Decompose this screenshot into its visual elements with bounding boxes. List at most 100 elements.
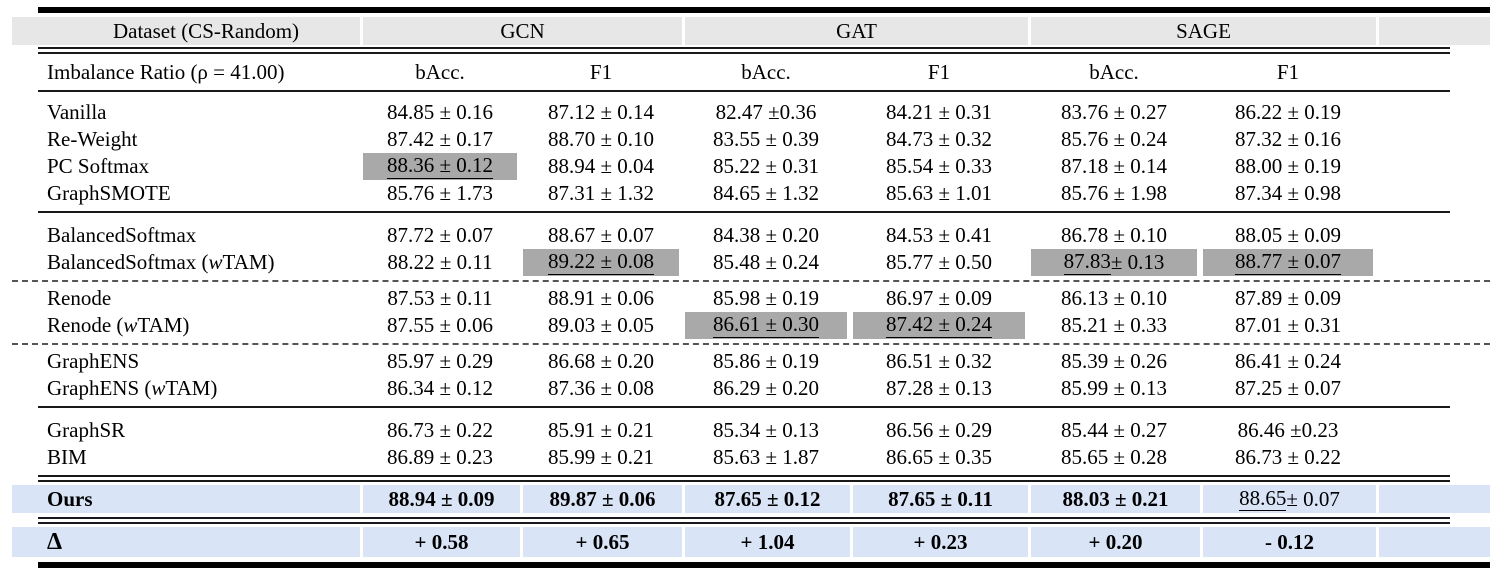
value-cell: 89.22 ± 0.08 <box>520 249 682 276</box>
method-label: BalancedSoftmax <box>47 223 197 247</box>
dataset-header-cell: Dataset (CS-Random) <box>112 18 300 43</box>
row-trailing-cell <box>1376 375 1490 402</box>
method-label: GraphENS (w TAM) <box>12 375 360 402</box>
underlined-value: 88.65 <box>1239 485 1287 512</box>
value-cell: 88.65 ± 0.07 <box>1200 485 1376 513</box>
value-cell: 85.44 ± 0.27 <box>1060 418 1168 442</box>
value-cell: 87.72 ± 0.07 <box>386 223 494 247</box>
value-cell: 85.77 ± 0.50 <box>885 250 993 274</box>
value-cell: 85.98 ± 0.19 <box>712 286 820 310</box>
value-cell: 85.48 ± 0.24 <box>712 250 820 274</box>
row-trailing-cell <box>1376 348 1490 375</box>
value-cell: 88.70 ± 0.10 <box>547 127 655 151</box>
method-label: GraphSR <box>47 418 126 442</box>
value-cell: 85.76 ± 1.98 <box>1060 181 1168 205</box>
method-label: Ours <box>47 486 93 511</box>
value-cell: 85.91 ± 0.21 <box>547 418 655 442</box>
value-cell: 89.87 ± 0.06 <box>520 485 682 513</box>
value-cell: 83.76 ± 0.27 <box>1060 100 1168 124</box>
double-rule <box>38 475 1450 482</box>
dashed-rule <box>12 280 1490 282</box>
row-trailing-cell <box>1376 249 1490 276</box>
value-cell: 87.36 ± 0.08 <box>547 376 655 400</box>
method-row: BIM 86.89 ± 0.23 85.99 ± 0.21 85.63 ± 1.87 8… <box>12 444 1490 471</box>
value-cell: 88.77 ± 0.07 <box>1200 249 1376 276</box>
row-trailing-cell <box>1376 527 1490 557</box>
value-cell: 88.22 ± 0.11 <box>387 250 493 274</box>
value-cell: 88.94 ± 0.04 <box>547 154 655 178</box>
value-cell: 86.89 ± 0.23 <box>386 445 494 469</box>
metric-header: F1 <box>1276 59 1300 84</box>
value-cell: 84.85 ± 0.16 <box>386 100 494 124</box>
value-cell: 85.65 ± 0.28 <box>1060 445 1168 469</box>
results-table: Dataset (CS-Random) GCN GAT SAGE Imbalan… <box>12 17 1490 568</box>
method-label-text: TAM) <box>137 313 190 337</box>
method-row: Vanilla 84.85 ± 0.16 87.12 ± 0.14 82.47 ±0.… <box>12 99 1490 126</box>
value-cell: 88.03 ± 0.21 <box>1028 485 1200 513</box>
method-row: GraphSR 86.73 ± 0.22 85.91 ± 0.21 85.34 ± 0… <box>12 417 1490 444</box>
method-row: Renode 87.53 ± 0.11 88.91 ± 0.06 85.98 ± 0.… <box>12 285 1490 312</box>
row-trailing-cell <box>1376 99 1490 126</box>
metric-header-row: Imbalance Ratio (ρ = 41.00) bAcc. F1 bAc… <box>12 54 1490 90</box>
group-header-gcn: GCN <box>360 17 682 45</box>
delta-row: Δ + 0.58 + 0.65 + 1.04 + 0.23 + 0.20- 0.12 <box>12 527 1490 557</box>
value-cell: 87.28 ± 0.13 <box>885 376 993 400</box>
value-cell: 86.97 ± 0.09 <box>885 286 993 310</box>
value-cell: 88.67 ± 0.07 <box>547 223 655 247</box>
method-row: Re-Weight 87.42 ± 0.17 88.70 ± 0.10 83.55 ±… <box>12 126 1490 153</box>
value-cell: 84.38 ± 0.20 <box>712 223 820 247</box>
value-cell: 87.32 ± 0.16 <box>1234 127 1342 151</box>
metric-header: bAcc. <box>1089 59 1139 84</box>
table-header-row: Dataset (CS-Random) GCN GAT SAGE <box>12 17 1490 45</box>
row-trailing-cell <box>1376 285 1490 312</box>
value-cell: 86.41 ± 0.24 <box>1234 349 1342 373</box>
value-cell: 86.65 ± 0.35 <box>885 445 993 469</box>
method-row: GraphENS 85.97 ± 0.29 86.68 ± 0.20 85.86 ± … <box>12 348 1490 375</box>
method-label: Δ <box>47 528 63 555</box>
method-label-text: TAM) <box>165 376 218 400</box>
value-cell: 87.01 ± 0.31 <box>1234 313 1342 337</box>
underlined-value: 87.42 ± 0.24 <box>885 312 993 338</box>
dashed-rule <box>12 343 1490 345</box>
double-rule <box>38 47 1450 54</box>
value-cell: 88.91 ± 0.06 <box>547 286 655 310</box>
value-text: ± 0.13 <box>1110 250 1165 274</box>
value-cell: 85.54 ± 0.33 <box>885 154 993 178</box>
metric-header: bAcc. <box>415 59 465 84</box>
row-trailing-cell <box>1376 153 1490 180</box>
method-label: Renode <box>47 286 112 310</box>
value-cell: 85.76 ± 0.24 <box>1060 127 1168 151</box>
ours-row: Ours 88.94 ± 0.09 89.87 ± 0.06 87.65 ± 0.12… <box>12 485 1490 513</box>
method-label-text: w <box>123 313 138 337</box>
underlined-value: 87.83 <box>1063 249 1111 275</box>
value-cell: 87.42 ± 0.24 <box>850 312 1028 339</box>
method-row: PC Softmax 88.36 ± 0.12 88.94 ± 0.04 85.22 … <box>12 153 1490 180</box>
underlined-value: 89.22 ± 0.08 <box>547 249 655 275</box>
value-cell: 85.21 ± 0.33 <box>1060 313 1168 337</box>
table-body: Vanilla 84.85 ± 0.16 87.12 ± 0.14 82.47 ±0.… <box>12 99 1490 557</box>
value-cell: + 0.58 <box>360 527 520 557</box>
value-cell: 89.03 ± 0.05 <box>547 313 655 337</box>
value-cell: 88.94 ± 0.09 <box>360 485 520 513</box>
header-rule <box>38 90 1450 92</box>
value-cell: 87.65 ± 0.12 <box>682 485 850 513</box>
value-cell: - 0.12 <box>1200 527 1376 557</box>
value-cell: 85.22 ± 0.31 <box>712 154 820 178</box>
value-cell: 84.21 ± 0.31 <box>885 100 993 124</box>
value-cell: 87.18 ± 0.14 <box>1060 154 1168 178</box>
value-cell: 82.47 ±0.36 <box>715 100 817 124</box>
group-header-gat: GAT <box>682 17 1028 45</box>
value-cell: 87.53 ± 0.11 <box>387 286 493 310</box>
mid-rule <box>38 211 1450 213</box>
value-cell: 88.36 ± 0.12 <box>360 153 520 180</box>
method-label: PC Softmax <box>47 154 150 178</box>
value-cell: 85.63 ± 1.87 <box>712 445 820 469</box>
metric-header: F1 <box>927 59 951 84</box>
mid-rule <box>38 406 1450 408</box>
method-row: GraphENS (w TAM) 86.34 ± 0.12 87.36 ± 0.08… <box>12 375 1490 402</box>
method-label-text: TAM) <box>222 250 275 274</box>
value-cell: 85.99 ± 0.21 <box>547 445 655 469</box>
value-cell: 87.55 ± 0.06 <box>386 313 494 337</box>
value-cell: + 0.23 <box>850 527 1028 557</box>
underlined-value: 86.61 ± 0.30 <box>712 312 820 338</box>
